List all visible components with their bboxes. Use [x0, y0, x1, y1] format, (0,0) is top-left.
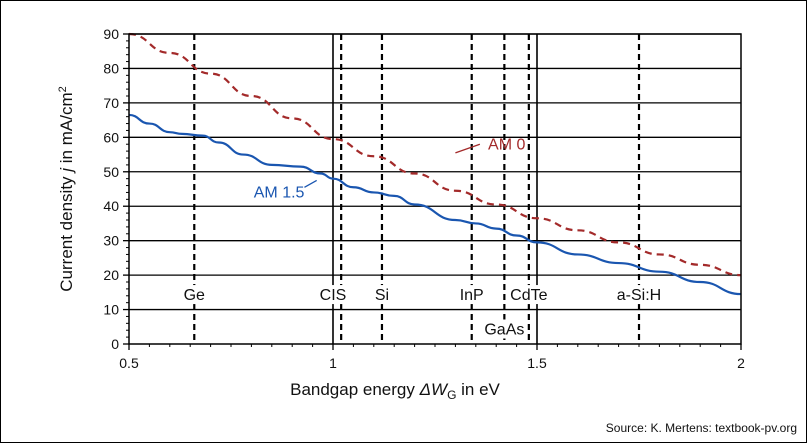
y-tick-label: 60	[103, 129, 119, 145]
series-label: AM 1.5	[254, 185, 305, 202]
material-label-bg	[316, 285, 350, 305]
material-label-bg	[455, 285, 489, 305]
material-label-bg	[609, 285, 669, 305]
material-label: CdTe	[510, 287, 547, 304]
y-tick-label: 10	[103, 302, 119, 318]
series-line-1	[128, 113, 742, 296]
material-label: Si	[375, 287, 389, 304]
x-axis-title: Bandgap energy ΔWG in eV	[290, 380, 500, 402]
material-label: CIS	[320, 287, 347, 304]
material-label: InP	[460, 287, 484, 304]
y-tick-label: 30	[103, 233, 119, 249]
series-label: AM 0	[488, 136, 525, 153]
material-label-bg	[483, 319, 526, 339]
material-label: a-Si:H	[617, 287, 661, 304]
y-tick-label: 50	[103, 164, 119, 180]
x-tick-label: 0.5	[119, 355, 139, 371]
material-label-bg	[369, 285, 394, 305]
y-axis-title: Current density j in mA/cm2	[57, 86, 76, 291]
y-tick-label: 0	[111, 336, 119, 352]
series-leader	[455, 143, 481, 154]
x-tick-label: 1	[329, 355, 337, 371]
series-leader	[304, 179, 317, 188]
material-label-bg	[182, 285, 207, 305]
material-label: GaAs	[484, 322, 524, 339]
y-tick-label: 70	[103, 95, 119, 111]
source-credit: Source: K. Mertens: textbook-pv.org	[605, 421, 797, 435]
material-label-bg	[507, 285, 550, 305]
x-tick-label: 1.5	[527, 355, 547, 371]
material-label: Ge	[184, 287, 205, 304]
y-tick-label: 20	[103, 267, 119, 283]
series-line-0	[128, 32, 742, 277]
y-tick-label: 90	[103, 26, 119, 42]
y-tick-label: 40	[103, 198, 119, 214]
x-tick-label: 2	[737, 355, 745, 371]
y-tick-label: 80	[103, 60, 119, 76]
